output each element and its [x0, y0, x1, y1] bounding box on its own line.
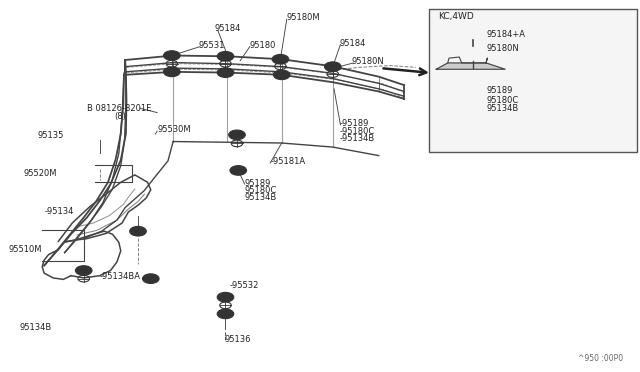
FancyBboxPatch shape	[429, 9, 637, 151]
Circle shape	[134, 229, 141, 233]
Circle shape	[221, 70, 229, 75]
Text: 95184: 95184	[339, 39, 365, 48]
Text: 95531: 95531	[198, 41, 225, 50]
Text: -95134B: -95134B	[339, 134, 374, 143]
Circle shape	[143, 274, 159, 283]
Circle shape	[234, 168, 242, 173]
Polygon shape	[465, 29, 481, 40]
Circle shape	[272, 54, 289, 64]
Circle shape	[467, 96, 480, 104]
Text: 95180C: 95180C	[486, 96, 518, 105]
Circle shape	[465, 44, 481, 54]
Circle shape	[329, 64, 337, 69]
Circle shape	[217, 309, 234, 319]
Circle shape	[228, 130, 245, 140]
Text: -95180C: -95180C	[339, 126, 374, 136]
Text: -95189: -95189	[339, 119, 369, 128]
Circle shape	[147, 276, 154, 281]
Polygon shape	[436, 63, 505, 69]
Circle shape	[470, 98, 476, 102]
Circle shape	[217, 68, 234, 77]
Circle shape	[470, 47, 477, 51]
Circle shape	[276, 57, 284, 61]
Circle shape	[324, 62, 341, 71]
Circle shape	[278, 73, 285, 77]
Text: -95532: -95532	[229, 281, 259, 290]
Circle shape	[221, 54, 229, 58]
Text: (8): (8)	[115, 112, 126, 121]
Circle shape	[80, 268, 88, 273]
Text: 95134B: 95134B	[20, 323, 52, 332]
Text: 95136: 95136	[224, 335, 251, 344]
Text: 95180C: 95180C	[244, 186, 277, 195]
Text: B 08126-8201E: B 08126-8201E	[87, 104, 151, 113]
Circle shape	[233, 133, 241, 137]
Circle shape	[164, 51, 180, 60]
Circle shape	[168, 70, 175, 74]
Text: -95134BA: -95134BA	[100, 272, 141, 281]
Text: 95180: 95180	[250, 41, 276, 50]
Circle shape	[467, 51, 480, 60]
Text: KC,4WD: KC,4WD	[438, 12, 474, 21]
Text: 95180N: 95180N	[352, 57, 385, 66]
Polygon shape	[466, 105, 481, 113]
Circle shape	[221, 295, 229, 299]
Circle shape	[164, 67, 180, 77]
Circle shape	[470, 54, 476, 57]
Circle shape	[130, 227, 147, 236]
Text: 95510M: 95510M	[8, 244, 42, 253]
Text: 95189: 95189	[486, 86, 513, 95]
Text: 95135: 95135	[38, 131, 64, 141]
Circle shape	[217, 51, 234, 61]
Circle shape	[230, 166, 246, 175]
Text: 95184: 95184	[214, 24, 241, 33]
Text: 95134B: 95134B	[486, 105, 518, 113]
Text: 95134B: 95134B	[244, 193, 277, 202]
Text: -95181A: -95181A	[270, 157, 305, 166]
Circle shape	[168, 53, 175, 58]
Circle shape	[470, 107, 477, 111]
Text: 95180M: 95180M	[287, 13, 321, 22]
Text: 95184+A: 95184+A	[486, 30, 525, 39]
Text: ^950 :00P0: ^950 :00P0	[578, 354, 623, 363]
Text: 95520M: 95520M	[23, 169, 56, 177]
Text: 95530M: 95530M	[157, 125, 191, 134]
Text: 95189: 95189	[244, 179, 271, 187]
Circle shape	[221, 312, 229, 316]
Circle shape	[76, 266, 92, 275]
Text: 95180N: 95180N	[486, 44, 519, 52]
Circle shape	[217, 292, 234, 302]
Circle shape	[273, 70, 290, 80]
Text: -95134: -95134	[44, 208, 74, 217]
